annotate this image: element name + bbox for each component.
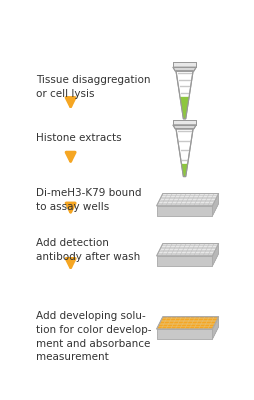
Polygon shape bbox=[212, 201, 218, 216]
Polygon shape bbox=[175, 129, 192, 176]
Polygon shape bbox=[172, 120, 195, 125]
Polygon shape bbox=[156, 317, 218, 329]
Polygon shape bbox=[212, 251, 218, 266]
Polygon shape bbox=[212, 317, 218, 339]
Polygon shape bbox=[212, 322, 218, 336]
Polygon shape bbox=[156, 258, 212, 261]
Polygon shape bbox=[212, 244, 218, 258]
Polygon shape bbox=[212, 246, 218, 261]
Polygon shape bbox=[156, 213, 212, 216]
Polygon shape bbox=[212, 198, 218, 213]
Polygon shape bbox=[156, 334, 212, 336]
Polygon shape bbox=[156, 208, 212, 211]
Polygon shape bbox=[156, 256, 212, 258]
Text: Add developing solu-
tion for color develop-
ment and absorbance
measurement: Add developing solu- tion for color deve… bbox=[36, 311, 151, 362]
Polygon shape bbox=[212, 324, 218, 339]
Text: Tissue disaggregation
or cell lysis: Tissue disaggregation or cell lysis bbox=[36, 75, 150, 98]
Polygon shape bbox=[212, 194, 218, 216]
Polygon shape bbox=[156, 329, 212, 339]
Polygon shape bbox=[212, 196, 218, 211]
Polygon shape bbox=[156, 244, 218, 256]
Polygon shape bbox=[156, 206, 212, 216]
Polygon shape bbox=[156, 194, 218, 206]
Polygon shape bbox=[175, 71, 192, 119]
Polygon shape bbox=[212, 248, 218, 264]
Polygon shape bbox=[156, 264, 212, 266]
Polygon shape bbox=[156, 206, 212, 208]
Polygon shape bbox=[156, 211, 212, 213]
Polygon shape bbox=[156, 261, 212, 264]
Polygon shape bbox=[212, 194, 218, 208]
Text: Add detection
antibody after wash: Add detection antibody after wash bbox=[36, 238, 139, 262]
Polygon shape bbox=[212, 244, 218, 266]
Polygon shape bbox=[172, 67, 195, 71]
Text: Di-meH3-K79 bound
to assay wells: Di-meH3-K79 bound to assay wells bbox=[36, 188, 141, 212]
Polygon shape bbox=[181, 163, 187, 176]
Polygon shape bbox=[156, 332, 212, 334]
Polygon shape bbox=[156, 336, 212, 339]
Polygon shape bbox=[156, 329, 212, 332]
Polygon shape bbox=[212, 317, 218, 332]
Polygon shape bbox=[212, 319, 218, 334]
Polygon shape bbox=[172, 125, 195, 129]
Polygon shape bbox=[179, 96, 188, 119]
Text: Histone extracts: Histone extracts bbox=[36, 133, 121, 143]
Polygon shape bbox=[172, 62, 195, 67]
Polygon shape bbox=[156, 256, 212, 266]
